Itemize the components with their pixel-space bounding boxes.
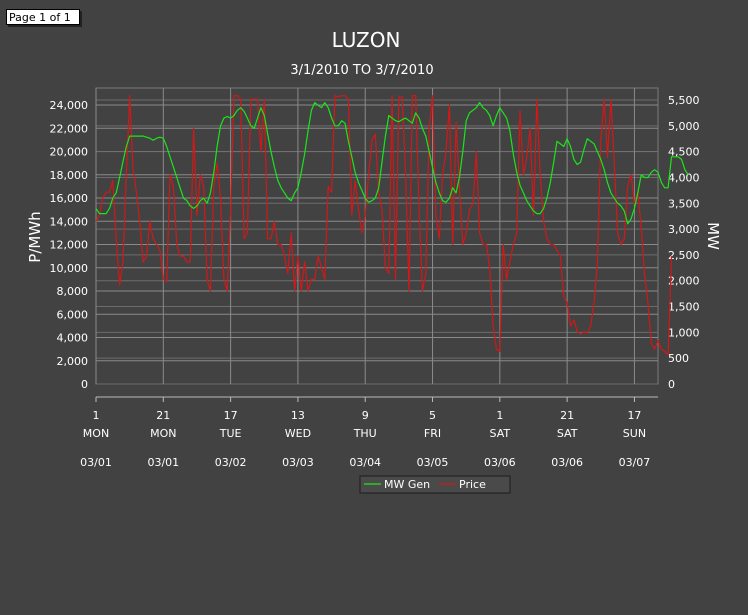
y-tick-label: 20,000 (50, 146, 89, 159)
x-tick-day: MON (150, 427, 176, 440)
x-tick-hour: 13 (291, 409, 305, 422)
x-tick-hour: 21 (560, 409, 574, 422)
x-tick-date: 03/01 (147, 456, 179, 469)
x-tick-hour: 1 (93, 409, 100, 422)
x-tick-day: SUN (623, 427, 646, 440)
x-tick-date: 03/02 (215, 456, 247, 469)
y-axis-label: P/MWh (26, 211, 44, 262)
series-lines (95, 95, 689, 356)
y2-tick-label: 3,500 (668, 197, 700, 210)
x-tick-date: 03/06 (551, 456, 583, 469)
x-tick-date: 03/06 (484, 456, 516, 469)
y-tick-label: 0 (81, 378, 88, 391)
y2-axis-label: MW (704, 222, 722, 250)
x-tick-date: 03/07 (619, 456, 651, 469)
y2-tick-label: 500 (668, 352, 689, 365)
y2-tick-label: 1,000 (668, 326, 700, 339)
x-tick-date: 03/05 (417, 456, 449, 469)
y-tick-label: 2,000 (57, 355, 89, 368)
x-tick-date: 03/04 (349, 456, 381, 469)
x-tick-day: TUE (219, 427, 242, 440)
y-tick-label: 16,000 (50, 192, 89, 205)
x-tick-hour: 9 (362, 409, 369, 422)
x-tick-hour: 1 (496, 409, 503, 422)
y-tick-label: 18,000 (50, 169, 89, 182)
y-tick-label: 14,000 (50, 215, 89, 228)
x-tick-date: 03/03 (282, 456, 314, 469)
y2-tick-label: 2,500 (668, 249, 700, 262)
y2-tick-label: 3,000 (668, 223, 700, 236)
x-tick-hour: 17 (627, 409, 641, 422)
x-tick-day: THU (353, 427, 377, 440)
plot-frame (95, 87, 659, 385)
x-tick-day: WED (285, 427, 311, 440)
x-tick-hour: 5 (429, 409, 436, 422)
x-tick-hour: 21 (156, 409, 170, 422)
x-tick-day: FRI (424, 427, 441, 440)
y-tick-label: 6,000 (57, 308, 89, 321)
y2-tick-label: 5,500 (668, 94, 700, 107)
legend-box (359, 475, 511, 494)
grid (95, 87, 659, 385)
x-tick-day: SAT (557, 427, 578, 440)
y2-tick-label: 4,500 (668, 146, 700, 159)
y-tick-label: 8,000 (57, 285, 89, 298)
x-tick-day: SAT (490, 427, 511, 440)
y-tick-label: 24,000 (50, 99, 89, 112)
y2-tick-label: 2,000 (668, 275, 700, 288)
x-tick-date: 03/01 (80, 456, 112, 469)
x-tick-hour: 17 (224, 409, 238, 422)
axis-ticks: 02,0004,0006,0008,00010,00012,00014,0001… (50, 94, 700, 469)
chart-subtitle: 3/1/2010 TO 3/7/2010 (290, 63, 433, 78)
series-line-price (95, 95, 673, 356)
y2-tick-label: 5,000 (668, 120, 700, 133)
legend-label-mw-gen: MW Gen (384, 478, 430, 491)
legend: MW Gen Price (359, 475, 511, 494)
series-line-mw-gen (95, 101, 689, 225)
y2-tick-label: 4,000 (668, 171, 700, 184)
x-tick-day: MON (83, 427, 109, 440)
y2-tick-label: 0 (668, 378, 675, 391)
legend-label-price: Price (459, 478, 486, 491)
chart-title: LUZON (332, 28, 401, 52)
y2-tick-label: 1,500 (668, 301, 700, 314)
page-indicator[interactable]: Page 1 of 1 (6, 9, 80, 25)
y-tick-label: 4,000 (57, 332, 89, 345)
y-tick-label: 10,000 (50, 262, 89, 275)
y-tick-label: 22,000 (50, 122, 89, 135)
y-tick-label: 12,000 (50, 239, 89, 252)
